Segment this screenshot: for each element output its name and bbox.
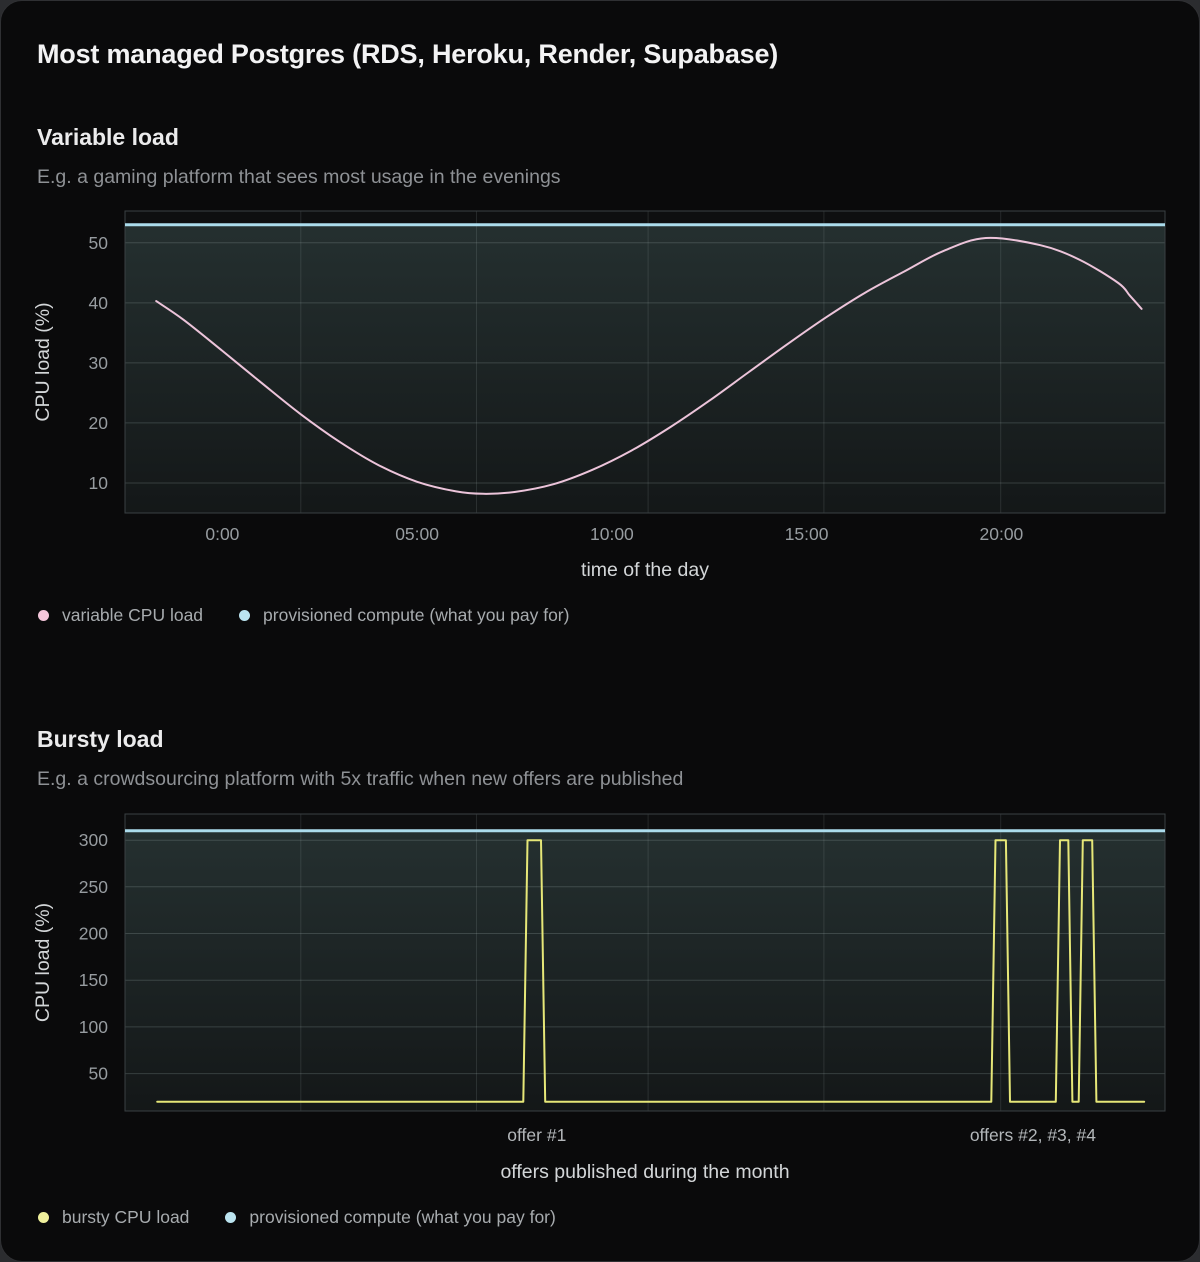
x-axis-label: offers published during the month	[500, 1161, 789, 1183]
bursty-load-chart: 50 100 150 200 250 300 offer #1 offers #2, #3, …	[32, 813, 1166, 1183]
legend-item-provisioned-compute: provisioned compute (what you pay for)	[225, 1207, 556, 1228]
variable-load-chart: 10 20 30 40 50 0:00 05:00 10:00 15:00 20:00 time o…	[32, 210, 1166, 581]
y-tick-label: 20	[89, 413, 109, 433]
pink-dot-icon	[38, 610, 49, 621]
legend-label: bursty CPU load	[62, 1207, 190, 1227]
y-tick-label: 10	[89, 473, 109, 493]
x-tick-label: 10:00	[590, 524, 634, 544]
section-variable-load-heading: Variable load	[37, 124, 179, 150]
plot-border	[124, 210, 1166, 514]
x-tick-label: 05:00	[395, 524, 439, 544]
page-title: Most managed Postgres (RDS, Heroku, Rend…	[37, 39, 779, 69]
variable-load-legend: variable CPU load provisioned compute (w…	[38, 605, 569, 626]
y-tick-label: 100	[79, 1017, 108, 1037]
section-bursty-load-subtitle: E.g. a crowdsourcing platform with 5x tr…	[37, 768, 684, 790]
y-tick-label: 30	[89, 353, 109, 373]
annotation-label: offers #2, #3, #4	[970, 1125, 1096, 1145]
bursty-load-legend: bursty CPU load provisioned compute (wha…	[38, 1207, 556, 1228]
legend-label: provisioned compute (what you pay for)	[263, 605, 570, 625]
annotation-label: offer #1	[507, 1125, 566, 1145]
legend-item-bursty-cpu-load: bursty CPU load	[38, 1207, 189, 1228]
y-tick-label: 250	[79, 877, 108, 897]
x-tick-label: 20:00	[980, 524, 1024, 544]
legend-item-variable-cpu-load: variable CPU load	[38, 605, 203, 626]
y-tick-label: 40	[89, 293, 109, 313]
legend-item-provisioned-compute: provisioned compute (what you pay for)	[239, 605, 569, 626]
y-tick-label: 300	[79, 830, 108, 850]
x-axis-label: time of the day	[581, 559, 709, 581]
y-tick-label: 150	[79, 970, 108, 990]
section-bursty-load-heading: Bursty load	[37, 726, 164, 752]
legend-label: provisioned compute (what you pay for)	[249, 1207, 556, 1227]
y-axis-label: CPU load (%)	[32, 302, 54, 421]
y-tick-label: 50	[89, 1064, 109, 1084]
plot-border	[124, 813, 1166, 1112]
load-series-line	[155, 236, 1143, 495]
y-tick-label: 200	[79, 924, 108, 944]
x-tick-label: 0:00	[205, 524, 239, 544]
section-variable-load-subtitle: E.g. a gaming platform that sees most us…	[37, 166, 561, 188]
y-axis-label: CPU load (%)	[32, 903, 54, 1022]
legend-label: variable CPU load	[62, 605, 204, 625]
load-series-line	[156, 839, 1146, 1103]
y-tick-label: 50	[89, 233, 109, 253]
yellow-dot-icon	[38, 1212, 49, 1223]
x-tick-label: 15:00	[785, 524, 829, 544]
cyan-dot-icon	[225, 1212, 237, 1223]
provisioned-area-fill	[125, 224, 1165, 514]
cyan-dot-icon	[239, 610, 251, 621]
